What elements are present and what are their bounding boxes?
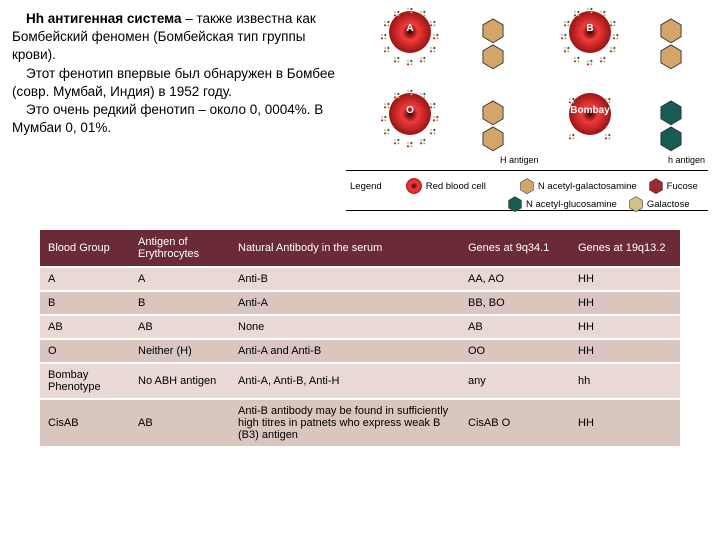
table-cell: AB (40, 315, 130, 339)
table-cell: O (40, 339, 130, 363)
table-cell: OO (460, 339, 570, 363)
side-hex-icon (482, 126, 504, 151)
table-cell: HH (570, 399, 680, 447)
table-cell: None (230, 315, 460, 339)
table-row: CisABABAnti-B antibody may be found in s… (40, 399, 680, 447)
table-cell: CisAB (40, 399, 130, 447)
col-header: Genes at 9q34.1 (460, 230, 570, 267)
table-cell: BB, BO (460, 291, 570, 315)
legend-row-2: N acetyl-glucosamineGalactose (508, 196, 690, 212)
table-cell: AB (460, 315, 570, 339)
table-cell: HH (570, 267, 680, 291)
table-cell: Anti-B (230, 267, 460, 291)
table-cell: hh (570, 363, 680, 399)
para-2: Этот фенотип впервые был обнаружен в Бом… (12, 65, 342, 101)
title-bold: Hh антигенная система (26, 11, 181, 26)
table-cell: HH (570, 315, 680, 339)
table-cell: AB (130, 315, 230, 339)
table-cell: CisAB O (460, 399, 570, 447)
table-cell: Anti-B antibody may be found in sufficie… (230, 399, 460, 447)
blood-group-table: Blood GroupAntigen of ErythrocytesNatura… (40, 230, 680, 448)
table-cell: B (40, 291, 130, 315)
table-cell: Anti-A (230, 291, 460, 315)
table-cell: Neither (H) (130, 339, 230, 363)
legend-row-1: LegendRed blood cellN acetyl-galactosami… (350, 178, 698, 194)
table-cell: A (130, 267, 230, 291)
side-hex-icon (660, 100, 682, 125)
table-cell: Anti-A and Anti-B (230, 339, 460, 363)
col-header: Antigen of Erythrocytes (130, 230, 230, 267)
table-cell: AB (130, 399, 230, 447)
side-hex-icon (482, 100, 504, 125)
label-hantigen: h antigen (668, 155, 705, 165)
cell-b: B (530, 0, 670, 80)
para-3: Это очень редкий фенотип – около 0, 0004… (12, 101, 342, 137)
table-cell: any (460, 363, 570, 399)
description-text: Hh антигенная система – также известна к… (0, 0, 350, 220)
side-hex-icon (482, 44, 504, 69)
side-hex-icon (482, 18, 504, 43)
side-hex-icon (660, 44, 682, 69)
col-header: Genes at 19q13.2 (570, 230, 680, 267)
table-row: ABABNoneABHH (40, 315, 680, 339)
table-row: BBAnti-ABB, BOHH (40, 291, 680, 315)
table-cell: HH (570, 291, 680, 315)
blood-cell-diagram: ABO BombayH antigen h antigen LegendRed blo… (350, 0, 720, 220)
table-cell: HH (570, 339, 680, 363)
table-row: AAAnti-BAA, AOHH (40, 267, 680, 291)
table-cell: B (130, 291, 230, 315)
col-header: Blood Group (40, 230, 130, 267)
table-cell: Bombay Phenotype (40, 363, 130, 399)
table-cell: A (40, 267, 130, 291)
table-row: ONeither (H)Anti-A and Anti-BOOHH (40, 339, 680, 363)
cell-a: A (350, 0, 490, 80)
cell-o: O (350, 82, 490, 162)
cell-bombay: Bombay (530, 82, 670, 162)
col-header: Natural Antibody in the serum (230, 230, 460, 267)
table-cell: No ABH antigen (130, 363, 230, 399)
table-cell: AA, AO (460, 267, 570, 291)
side-hex-icon (660, 126, 682, 151)
table-cell: Anti-A, Anti-B, Anti-H (230, 363, 460, 399)
side-hex-icon (660, 18, 682, 43)
label-Hantigen: H antigen (500, 155, 539, 165)
legend-label: Legend (350, 181, 382, 192)
table-row: Bombay PhenotypeNo ABH antigenAnti-A, An… (40, 363, 680, 399)
